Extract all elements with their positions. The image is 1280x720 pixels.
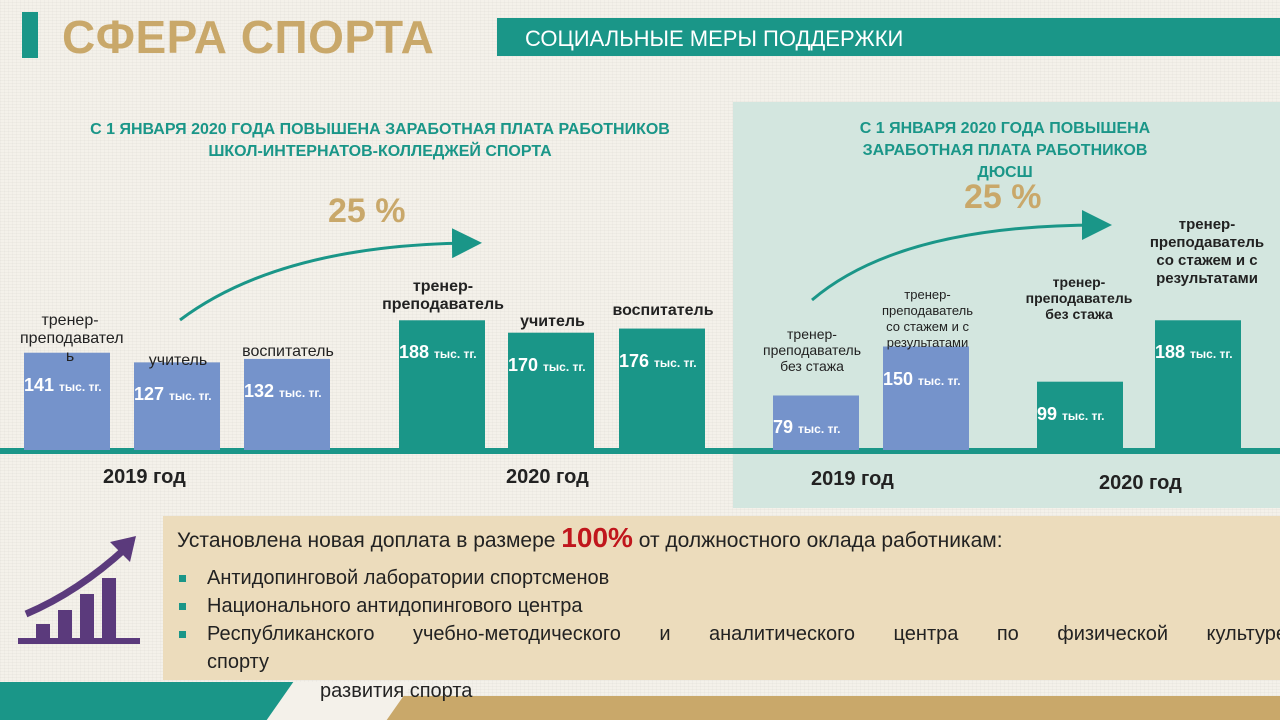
label-l-bar1-line3: ь: [65, 348, 75, 365]
left-increase-percent: 25 %: [328, 192, 406, 230]
label-r-bar2-line4: результатами: [886, 335, 969, 350]
year-label-left-2020: 2020 год: [506, 466, 589, 488]
bar-right-1-1: [1155, 320, 1241, 450]
label-r-bar2-line3: со стажем и с: [886, 319, 969, 334]
header-band-text: СОЦИАЛЬНЫЕ МЕРЫ ПОДДЕРЖКИ: [525, 26, 904, 51]
info-item-3: Республиканского учебно-методического и …: [177, 620, 1280, 648]
bottom-gold-band: [300, 696, 1280, 720]
label-r-bar3: тренер- преподаватель без стажа: [1010, 274, 1148, 322]
label-l-bar5: учитель: [520, 313, 585, 330]
header-band: СОЦИАЛЬНЫЕ МЕРЫ ПОДДЕРЖКИ: [497, 18, 1280, 56]
bar-value-left-0-0: 141 тыс. тг.: [24, 374, 102, 395]
label-l-bar3: воспитатель: [242, 343, 334, 360]
bar-left-1-2: [619, 328, 705, 450]
info-prefix: Установлена новая доплата в размере: [177, 529, 562, 552]
year-label-right-2019: 2019 год: [811, 468, 894, 490]
label-l-bar2: учитель: [148, 352, 208, 369]
bar-growth-icon: [18, 536, 140, 644]
info-item-2: Национального антидопингового центра: [177, 592, 1280, 620]
right-heading-line1: С 1 ЯНВАРЯ 2020 ГОДА ПОВЫШЕНА: [859, 120, 1151, 137]
label-l-bar4-line2: преподаватель: [382, 296, 504, 313]
label-r-bar2-line1: тренер-: [904, 287, 951, 302]
info-suffix: от должностного оклада работникам:: [632, 529, 1003, 552]
label-l-bar4: тренер- преподаватель: [358, 278, 528, 314]
bar-value-left-0-1: 127 тыс. тг.: [134, 384, 212, 405]
label-r-bar1: тренер- преподаватель без стажа: [752, 326, 872, 374]
label-r-bar1-line3: без стажа: [780, 358, 844, 374]
bar-right-0-0: [773, 395, 859, 450]
info-item-3-cont: спорту: [207, 651, 270, 673]
label-r-bar1-line2: преподаватель: [763, 342, 861, 358]
label-r-bar4-line1: тренер-: [1178, 216, 1236, 233]
label-r-bar3-line2: преподаватель: [1025, 290, 1133, 306]
right-heading-line3: ДЮСШ: [977, 164, 1033, 181]
bar-value-left-0-2: 132 тыс. тг.: [244, 380, 322, 401]
bar-value-left-1-0: 188 тыс. тг.: [399, 342, 477, 363]
info-item-1: Антидопинговой лаборатории спортсменов: [177, 564, 1280, 592]
label-r-bar2-line2: преподаватель: [882, 303, 973, 318]
label-r-bar3-line1: тренер-: [1052, 274, 1106, 290]
label-l-bar4-line1: тренер-: [412, 278, 474, 295]
bar-left-0-1: [134, 362, 220, 450]
page-title: СФЕРА СПОРТА: [62, 11, 435, 63]
label-r-bar4-line2: преподаватель: [1149, 234, 1265, 251]
year-label-right-2020: 2020 год: [1099, 472, 1182, 494]
bar-value-left-1-1: 170 тыс. тг.: [508, 354, 586, 375]
right-heading-line2: ЗАРАБОТНАЯ ПЛАТА РАБОТНИКОВ: [862, 142, 1148, 159]
label-l-bar6: воспитатель: [612, 302, 714, 319]
right-heading: С 1 ЯНВАРЯ 2020 ГОДА ПОВЫШЕНА ЗАРАБОТНАЯ…: [790, 118, 1220, 184]
left-growth-arrow: [179, 228, 482, 322]
right-increase-percent: 25 %: [964, 178, 1042, 216]
bar-value-right-1-1: 188 тыс. тг.: [1155, 342, 1233, 363]
label-l-bar1-line1: тренер-: [41, 312, 99, 329]
label-r-bar1-line1: тренер-: [787, 326, 837, 342]
bar-left-1-0: [399, 320, 485, 450]
left-heading: С 1 ЯНВАРЯ 2020 ГОДА ПОВЫШЕНА ЗАРАБОТНАЯ…: [20, 119, 740, 163]
info-box: Установлена новая доплата в размере 100%…: [163, 516, 1280, 680]
label-r-bar4-line4: результатами: [1156, 270, 1258, 287]
label-r-bar2: тренер- преподаватель со стажем и с резу…: [870, 287, 985, 351]
bar-right-0-1: [883, 346, 969, 450]
chart-baseline: [0, 448, 1280, 454]
bottom-overflow-text: развития спорта: [320, 680, 473, 702]
year-label-left-2019: 2019 год: [103, 466, 186, 488]
label-l-bar1: тренер- преподавател ь: [20, 312, 124, 366]
label-r-bar4-line3: со стажем и с: [1156, 252, 1258, 269]
bar-value-right-1-0: 99 тыс. тг.: [1037, 403, 1105, 424]
bar-value-left-1-2: 176 тыс. тг.: [619, 350, 697, 371]
bar-value-right-0-0: 79 тыс. тг.: [773, 417, 841, 438]
bar-left-1-1: [508, 332, 594, 450]
right-growth-arrow: [811, 210, 1112, 302]
bar-left-0-2: [244, 358, 330, 450]
info-list: Антидопинговой лаборатории спортсменов Н…: [177, 564, 1280, 676]
bar-value-right-0-1: 150 тыс. тг.: [883, 368, 961, 389]
title-accent-bar: [22, 12, 38, 58]
left-heading-line2: ШКОЛ-ИНТЕРНАТОВ-КОЛЛЕДЖЕЙ СПОРТА: [208, 143, 552, 160]
label-r-bar3-line3: без стажа: [1045, 306, 1113, 322]
info-main-text: Установлена новая доплата в размере 100%…: [177, 522, 1003, 554]
bar-right-1-0: [1037, 381, 1123, 450]
label-r-bar4: тренер- преподаватель со стажем и с резу…: [1138, 216, 1276, 288]
bar-left-0-0: [24, 352, 110, 450]
label-l-bar1-line2: преподавател: [20, 330, 124, 347]
left-heading-line1: С 1 ЯНВАРЯ 2020 ГОДА ПОВЫШЕНА ЗАРАБОТНАЯ…: [90, 121, 670, 138]
info-highlight-percent: 100%: [561, 522, 633, 553]
